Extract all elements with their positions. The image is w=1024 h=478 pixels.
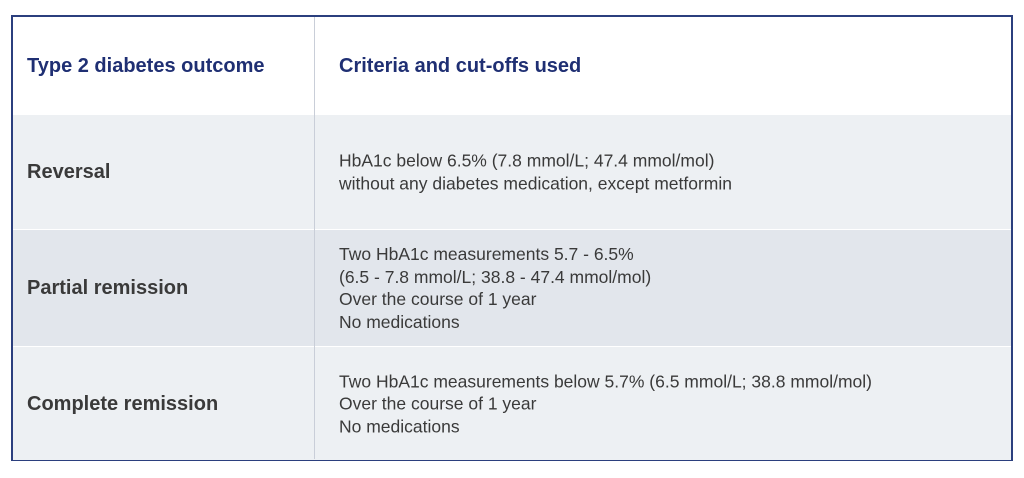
criteria-line: HbA1c below 6.5% (7.8 mmol/L; 47.4 mmol/… [339,150,715,171]
outcomes-table: Type 2 diabetes outcome Criteria and cut… [11,15,1013,461]
criteria-line: Over the course of 1 year [339,393,537,414]
header-outcome-label: Type 2 diabetes outcome [27,55,265,77]
table-header-row: Type 2 diabetes outcome Criteria and cut… [13,17,1011,115]
column-divider [314,17,315,459]
outcome-label-complete-remission: Complete remission [27,392,219,415]
criteria-line: Over the course of 1 year [339,289,537,309]
criteria-line: No medications [339,415,460,436]
criteria-line: without any diabetes medication, except … [339,173,732,193]
outcome-label-partial-remission: Partial remission [27,277,189,299]
header-cell-criteria: Criteria and cut-offs used [339,54,1001,78]
outcome-cell: Complete remission [27,392,312,416]
table-row-reversal: Reversal HbA1c below 6.5% (7.8 mmol/L; 4… [13,115,1011,229]
table-row-partial-remission: Partial remission Two HbA1c measurements… [13,229,1011,346]
header-criteria-label: Criteria and cut-offs used [339,55,582,77]
criteria-line: Two HbA1c measurements 5.7 - 6.5% [339,244,634,264]
criteria-cell: HbA1c below 6.5% (7.8 mmol/L; 47.4 mmol/… [339,150,1001,195]
criteria-line: Two HbA1c measurements below 5.7% (6.5 m… [339,370,872,391]
table-row-complete-remission: Complete remission Two HbA1c measurement… [13,346,1011,460]
outcome-label-reversal: Reversal [27,161,111,183]
criteria-cell: Two HbA1c measurements below 5.7% (6.5 m… [339,370,1001,438]
outcome-cell: Partial remission [27,276,312,300]
header-cell-outcome: Type 2 diabetes outcome [27,54,312,78]
criteria-cell: Two HbA1c measurements 5.7 - 6.5% (6.5 -… [339,243,1001,333]
criteria-line: No medications [339,311,460,332]
outcome-cell: Reversal [27,160,312,184]
criteria-line: (6.5 - 7.8 mmol/L; 38.8 - 47.4 mmol/mol) [339,266,652,287]
